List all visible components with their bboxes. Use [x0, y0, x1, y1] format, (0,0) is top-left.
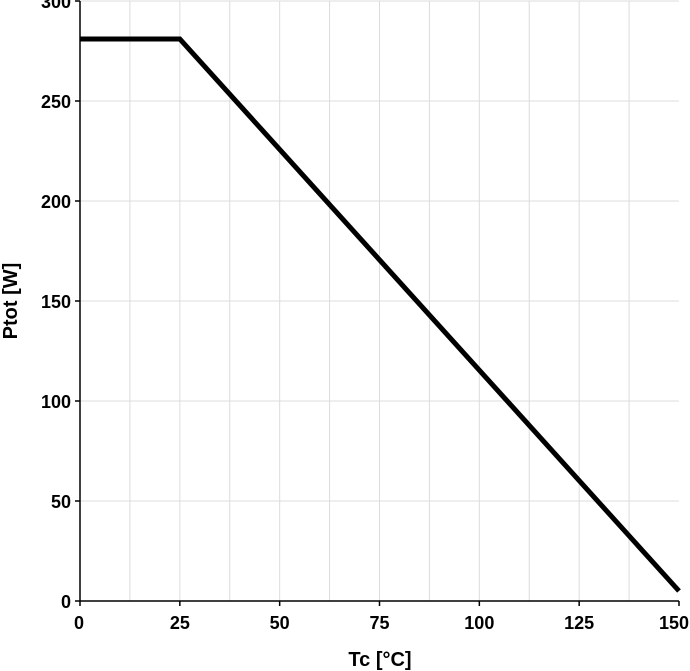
y-tick-label: 100 — [41, 392, 71, 412]
grid — [80, 0, 679, 601]
x-tick-label: 75 — [369, 613, 389, 633]
x-tick-label: 100 — [464, 613, 494, 633]
series-layer — [80, 36, 681, 593]
y-tick-label: 200 — [41, 192, 71, 212]
y-tick-label: 150 — [41, 292, 71, 312]
x-tick-labels: 0 25 50 75 100 125 150 — [74, 613, 689, 633]
y-tick-label: 0 — [61, 592, 71, 612]
x-tick-label: 150 — [659, 613, 689, 633]
y-tick-label: 250 — [41, 92, 71, 112]
y-axis-label: Ptot [W] — [0, 263, 22, 340]
x-tick-label: 50 — [270, 613, 290, 633]
power-derating-line — [80, 36, 681, 593]
x-axis-label: Tc [°C] — [348, 649, 411, 671]
y-tick-label: 300 — [41, 0, 71, 12]
x-tick-label: 125 — [564, 613, 594, 633]
axes — [75, 0, 680, 606]
x-tick-label: 0 — [74, 613, 84, 633]
y-tick-labels: 0 50 100 150 200 250 300 — [41, 0, 71, 612]
x-tick-label: 25 — [170, 613, 190, 633]
y-tick-label: 50 — [51, 492, 71, 512]
